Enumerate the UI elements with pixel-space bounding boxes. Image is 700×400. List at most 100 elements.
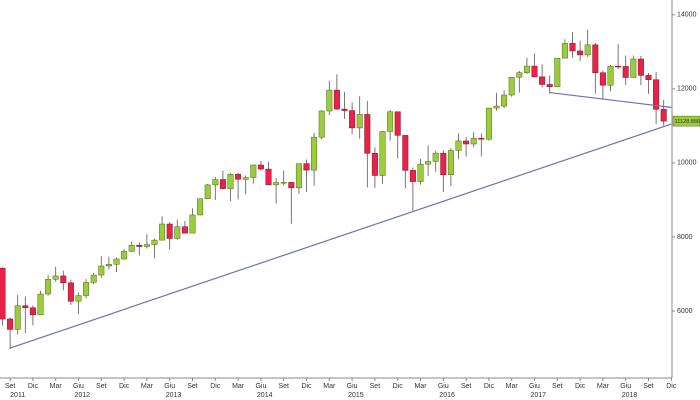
candle-up — [174, 226, 181, 239]
candle-down — [265, 168, 272, 186]
year-label: 2016 — [439, 392, 455, 399]
candle-up — [425, 161, 432, 165]
candle-down — [166, 223, 173, 239]
x-tick-label: Mar — [414, 383, 427, 390]
year-label: 2014 — [257, 392, 273, 399]
candle-down — [577, 50, 584, 56]
x-tick-label: Set — [461, 383, 472, 390]
y-tick-label: 10000 — [677, 160, 697, 167]
year-label: 2017 — [531, 392, 547, 399]
candle-up — [447, 150, 454, 175]
candle-up — [523, 65, 530, 73]
x-tick-label: Giu — [347, 383, 358, 390]
candle-up — [485, 107, 492, 140]
x-tick-label: Dic — [119, 383, 130, 390]
candle-up — [98, 265, 105, 276]
x-tick-label: Dic — [301, 383, 312, 390]
x-tick-label: Mar — [50, 383, 63, 390]
candle-down — [0, 267, 6, 320]
candle-down — [660, 109, 667, 122]
candle-up — [151, 239, 158, 245]
candle-up — [204, 184, 211, 199]
candle-down — [478, 138, 485, 140]
x-tick-label: Set — [643, 383, 654, 390]
x-tick-label: Mar — [323, 383, 336, 390]
candle-up — [227, 174, 234, 189]
y-tick-label: 8000 — [677, 234, 693, 241]
candle-up — [356, 114, 363, 129]
y-tick-label: 12000 — [677, 86, 697, 93]
candle-up — [501, 94, 508, 107]
candle-up — [212, 179, 219, 186]
candle-down — [341, 108, 348, 111]
candle-down — [136, 244, 143, 247]
x-tick-label: Giu — [438, 383, 449, 390]
x-tick-label: Mar — [232, 383, 245, 390]
candle-down — [333, 89, 340, 110]
candle-up — [561, 43, 568, 59]
x-tick-label: Dic — [210, 383, 221, 390]
candle-down — [60, 275, 67, 284]
candle-down — [539, 76, 546, 85]
x-tick-label: Set — [278, 383, 289, 390]
candle-up — [493, 105, 500, 109]
x-tick-label: Mar — [506, 383, 519, 390]
price-tag-label: 11128.8865 — [675, 119, 700, 125]
candle-up — [295, 163, 302, 189]
candle-up — [143, 244, 150, 247]
candle-up — [83, 282, 90, 296]
candle-up — [508, 77, 515, 96]
y-tick-label: 14000 — [677, 12, 697, 19]
x-tick-label: Giu — [529, 383, 540, 390]
x-tick-label: Set — [5, 383, 16, 390]
candle-down — [409, 170, 416, 182]
candle-down — [645, 75, 652, 80]
candle-up — [45, 279, 52, 295]
trendline — [549, 91, 672, 108]
candle-up — [554, 57, 561, 88]
x-tick-label: Mar — [141, 383, 154, 390]
candle-up — [242, 177, 249, 180]
price-tag — [672, 115, 700, 127]
candle-up — [470, 138, 477, 145]
x-tick-label: Set — [187, 383, 198, 390]
candle-up — [455, 140, 462, 151]
candle-up — [113, 258, 120, 265]
candle-down — [531, 65, 538, 78]
candle-up — [14, 305, 21, 330]
candle-down — [181, 226, 188, 234]
year-label: 2011 — [10, 392, 25, 399]
candle-down — [235, 174, 242, 180]
candle-up — [273, 182, 280, 186]
candle-up — [584, 44, 591, 56]
candle-up — [432, 152, 439, 162]
x-tick-label: Set — [552, 383, 563, 390]
x-tick-label: Dic — [28, 383, 39, 390]
candle-up — [318, 110, 325, 138]
candle-up — [90, 274, 97, 283]
x-tick-label: Giu — [164, 383, 175, 390]
candle-up — [311, 136, 318, 171]
candle-up — [379, 131, 386, 176]
x-tick-label: Giu — [255, 383, 266, 390]
candle-down — [653, 79, 660, 110]
candle-up — [630, 58, 637, 78]
candle-down — [364, 114, 371, 154]
year-label: 2018 — [622, 392, 638, 399]
candle-up — [607, 65, 614, 86]
candle-up — [52, 275, 59, 280]
candle-down — [546, 84, 553, 88]
x-tick-label: Set — [370, 383, 381, 390]
year-label: 2012 — [75, 392, 91, 399]
candle-down — [622, 66, 629, 78]
candle-up — [121, 251, 128, 260]
candle-down — [637, 58, 644, 76]
trendline — [9, 123, 672, 349]
candle-up — [280, 182, 287, 184]
candle-down — [29, 307, 36, 316]
candle-down — [569, 43, 576, 52]
candle-up — [197, 198, 204, 216]
year-label: 2015 — [348, 392, 364, 399]
